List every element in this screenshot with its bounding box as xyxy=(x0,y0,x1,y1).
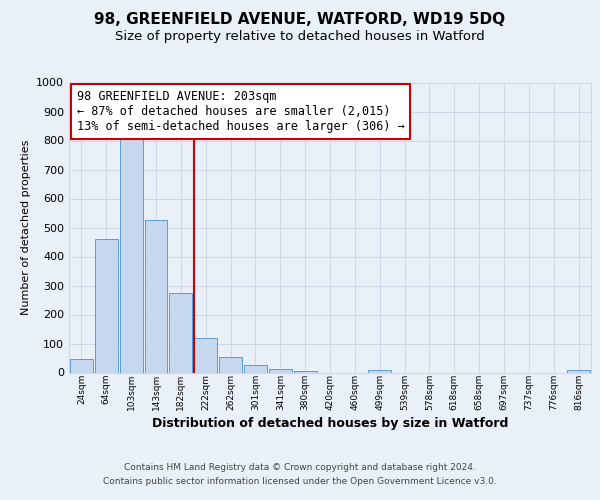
Y-axis label: Number of detached properties: Number of detached properties xyxy=(20,140,31,315)
Bar xyxy=(95,239,118,372)
Bar xyxy=(169,292,192,372)
Text: 98 GREENFIELD AVENUE: 203sqm
← 87% of detached houses are smaller (2,015)
13% of: 98 GREENFIELD AVENUE: 203sqm ← 87% of de… xyxy=(77,90,404,132)
Bar xyxy=(219,356,242,372)
Text: Size of property relative to detached houses in Watford: Size of property relative to detached ho… xyxy=(115,30,485,43)
X-axis label: Distribution of detached houses by size in Watford: Distribution of detached houses by size … xyxy=(152,417,508,430)
Bar xyxy=(244,365,267,372)
Bar xyxy=(70,360,93,372)
Bar xyxy=(368,370,391,372)
Text: Contains HM Land Registry data © Crown copyright and database right 2024.: Contains HM Land Registry data © Crown c… xyxy=(124,464,476,472)
Text: Contains public sector information licensed under the Open Government Licence v3: Contains public sector information licen… xyxy=(103,477,497,486)
Bar xyxy=(269,369,292,372)
Bar xyxy=(120,138,143,372)
Bar xyxy=(567,370,590,372)
Bar xyxy=(294,371,317,372)
Text: 98, GREENFIELD AVENUE, WATFORD, WD19 5DQ: 98, GREENFIELD AVENUE, WATFORD, WD19 5DQ xyxy=(94,12,506,28)
Bar xyxy=(145,220,167,372)
Bar xyxy=(194,338,217,372)
